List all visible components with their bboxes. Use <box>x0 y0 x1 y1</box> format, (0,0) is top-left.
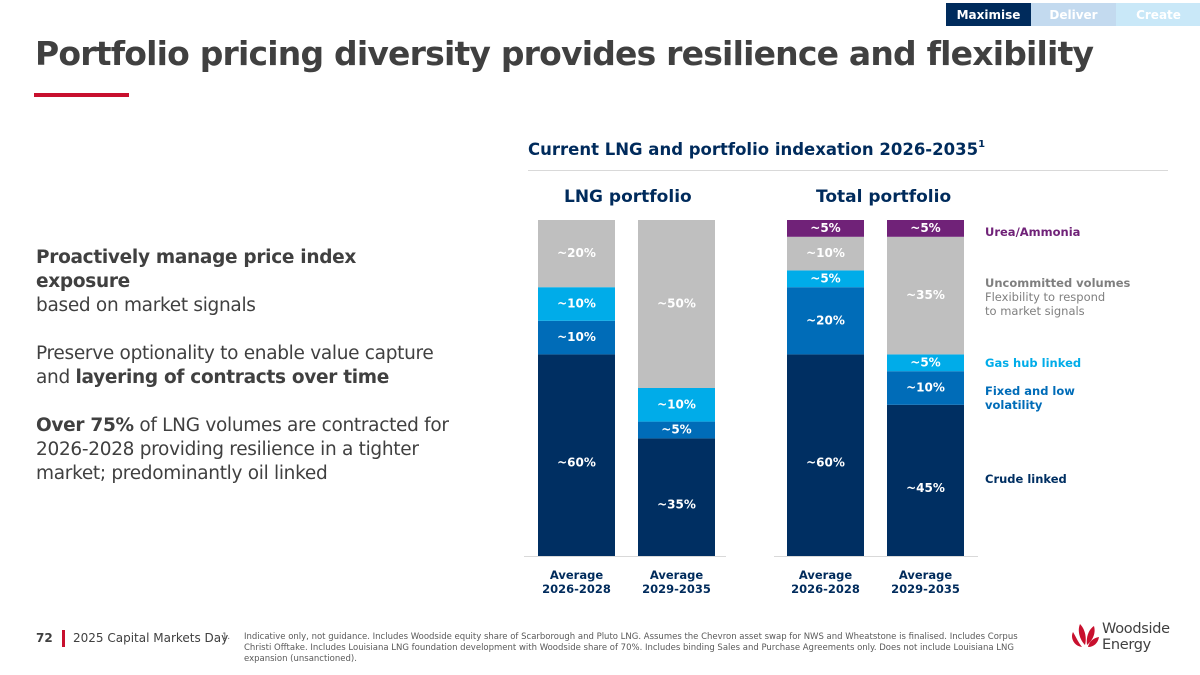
legend-label: Crude linked <box>985 472 1067 486</box>
footnote-number: 1. <box>222 632 231 642</box>
body-paragraph-1-rest: based on market signals <box>36 295 256 316</box>
legend-sublabel: Flexibility to respond to market signals <box>985 290 1106 318</box>
bar-label-crude: ~60% <box>557 456 596 470</box>
body-paragraph-2-bold: layering of contracts over time <box>75 367 390 388</box>
bar-label-crude: ~45% <box>906 481 945 495</box>
section-nav: Maximise Deliver Create <box>946 3 1200 26</box>
event-name: 2025 Capital Markets Day <box>73 631 229 645</box>
bar-label-gashub: ~5% <box>810 271 840 285</box>
tab-deliver[interactable]: Deliver <box>1031 3 1116 26</box>
group-title-lng-portfolio: LNG portfolio <box>564 187 692 207</box>
logo-text-line2: Energy <box>1102 637 1151 653</box>
chart-title-text: Current LNG and portfolio indexation 202… <box>528 140 979 159</box>
x-tick-label: Average <box>650 568 703 582</box>
bar-label-urea: ~5% <box>910 221 940 235</box>
bar-segment-fixed <box>787 287 864 355</box>
x-tick-label: Average <box>550 568 603 582</box>
logo-text: Woodside Energy <box>1102 621 1170 653</box>
bar-segment-crude <box>887 404 964 556</box>
footnote-text: Indicative only, not guidance. Includes … <box>244 632 1018 664</box>
x-tick-label: 2029-2035 <box>891 582 960 596</box>
bar-label-fixed: ~10% <box>906 381 945 395</box>
bar-label-fixed: ~5% <box>661 423 691 437</box>
bar-label-uncommitted: ~50% <box>657 297 696 311</box>
body-paragraph-2-start: Preserve optionality to enable value cap… <box>36 343 434 388</box>
bar-segment-fixed <box>887 371 964 405</box>
woodside-flower-icon <box>1072 624 1099 647</box>
footer-divider <box>62 630 65 647</box>
bar-label-uncommitted: ~35% <box>906 288 945 302</box>
bar-label-uncommitted: ~20% <box>557 246 596 260</box>
legend-item-crude: Crude linked <box>985 472 1135 486</box>
bar-label-crude: ~35% <box>657 498 696 512</box>
tab-maximise[interactable]: Maximise <box>946 3 1031 26</box>
bar-segment-urea <box>787 220 864 237</box>
bar-label-gashub: ~5% <box>910 355 940 369</box>
x-tick-label: 2026-2028 <box>791 582 860 596</box>
bar-segment-crude <box>538 354 615 556</box>
legend-label: Fixed and low volatility <box>985 384 1075 412</box>
x-tick-label: 2026-2028 <box>542 582 611 596</box>
bar-label-gashub: ~10% <box>557 297 596 311</box>
bar-segment-gashub <box>887 354 964 372</box>
bar-segment-gashub <box>638 388 715 422</box>
x-tick-label: 2029-2035 <box>642 582 711 596</box>
legend-label: Urea/Ammonia <box>985 225 1081 239</box>
page-number: 72 <box>36 631 53 645</box>
body-paragraph-1: Proactively manage price index exposure … <box>36 246 456 318</box>
body-paragraph-3: Over 75% of LNG volumes are contracted f… <box>36 414 456 486</box>
body-paragraph-3-bold: Over 75% <box>36 415 134 436</box>
legend-label: Uncommitted volumes <box>985 276 1131 290</box>
bar-label-fixed: ~20% <box>806 313 845 327</box>
bar-segment-gashub <box>538 287 615 321</box>
title-underline <box>34 93 129 97</box>
body-paragraph-2: Preserve optionality to enable value cap… <box>36 342 456 390</box>
bar-segment-uncommitted <box>538 220 615 288</box>
legend-item-uncommitted: Uncommitted volumes Flexibility to respon… <box>985 276 1135 318</box>
bar-segment-fixed <box>638 421 715 439</box>
legend-item-fixed: Fixed and low volatility <box>985 384 1135 412</box>
x-tick-label: Average <box>799 568 852 582</box>
bar-segment-crude <box>787 354 864 556</box>
legend-label: Gas hub linked <box>985 356 1082 370</box>
bar-segment-gashub <box>787 270 864 288</box>
page-title: Portfolio pricing diversity provides res… <box>35 34 1094 73</box>
x-tick-label: Average <box>899 568 952 582</box>
bar-segment-uncommitted <box>887 236 964 355</box>
legend-item-gashub: Gas hub linked <box>985 356 1135 370</box>
bar-segment-urea <box>887 220 964 237</box>
bar-label-urea: ~5% <box>810 221 840 235</box>
body-paragraph-3-rest: of LNG volumes are contracted for 2026-2… <box>36 415 449 484</box>
bar-label-uncommitted: ~10% <box>806 246 845 260</box>
body-paragraph-1-bold: Proactively manage price index exposure <box>36 247 357 292</box>
bar-segment-uncommitted <box>787 236 864 271</box>
bar-label-gashub: ~10% <box>657 397 696 411</box>
bar-segment-uncommitted <box>638 220 715 388</box>
chart-title: Current LNG and portfolio indexation 202… <box>528 138 986 160</box>
chart-title-footnote: 1 <box>978 138 986 150</box>
bar-label-crude: ~60% <box>806 456 845 470</box>
bar-segment-fixed <box>538 320 615 355</box>
logo-text-line1: Woodside <box>1102 621 1170 637</box>
legend-item-urea: Urea/Ammonia <box>985 225 1135 239</box>
chart-title-divider <box>528 170 1168 171</box>
woodside-logo: Woodside Energy <box>1068 620 1188 656</box>
tab-create[interactable]: Create <box>1116 3 1200 26</box>
bar-label-fixed: ~10% <box>557 330 596 344</box>
body-text: Proactively manage price index exposure … <box>36 246 456 510</box>
bar-segment-crude <box>638 438 715 556</box>
group-title-total-portfolio: Total portfolio <box>816 187 952 207</box>
